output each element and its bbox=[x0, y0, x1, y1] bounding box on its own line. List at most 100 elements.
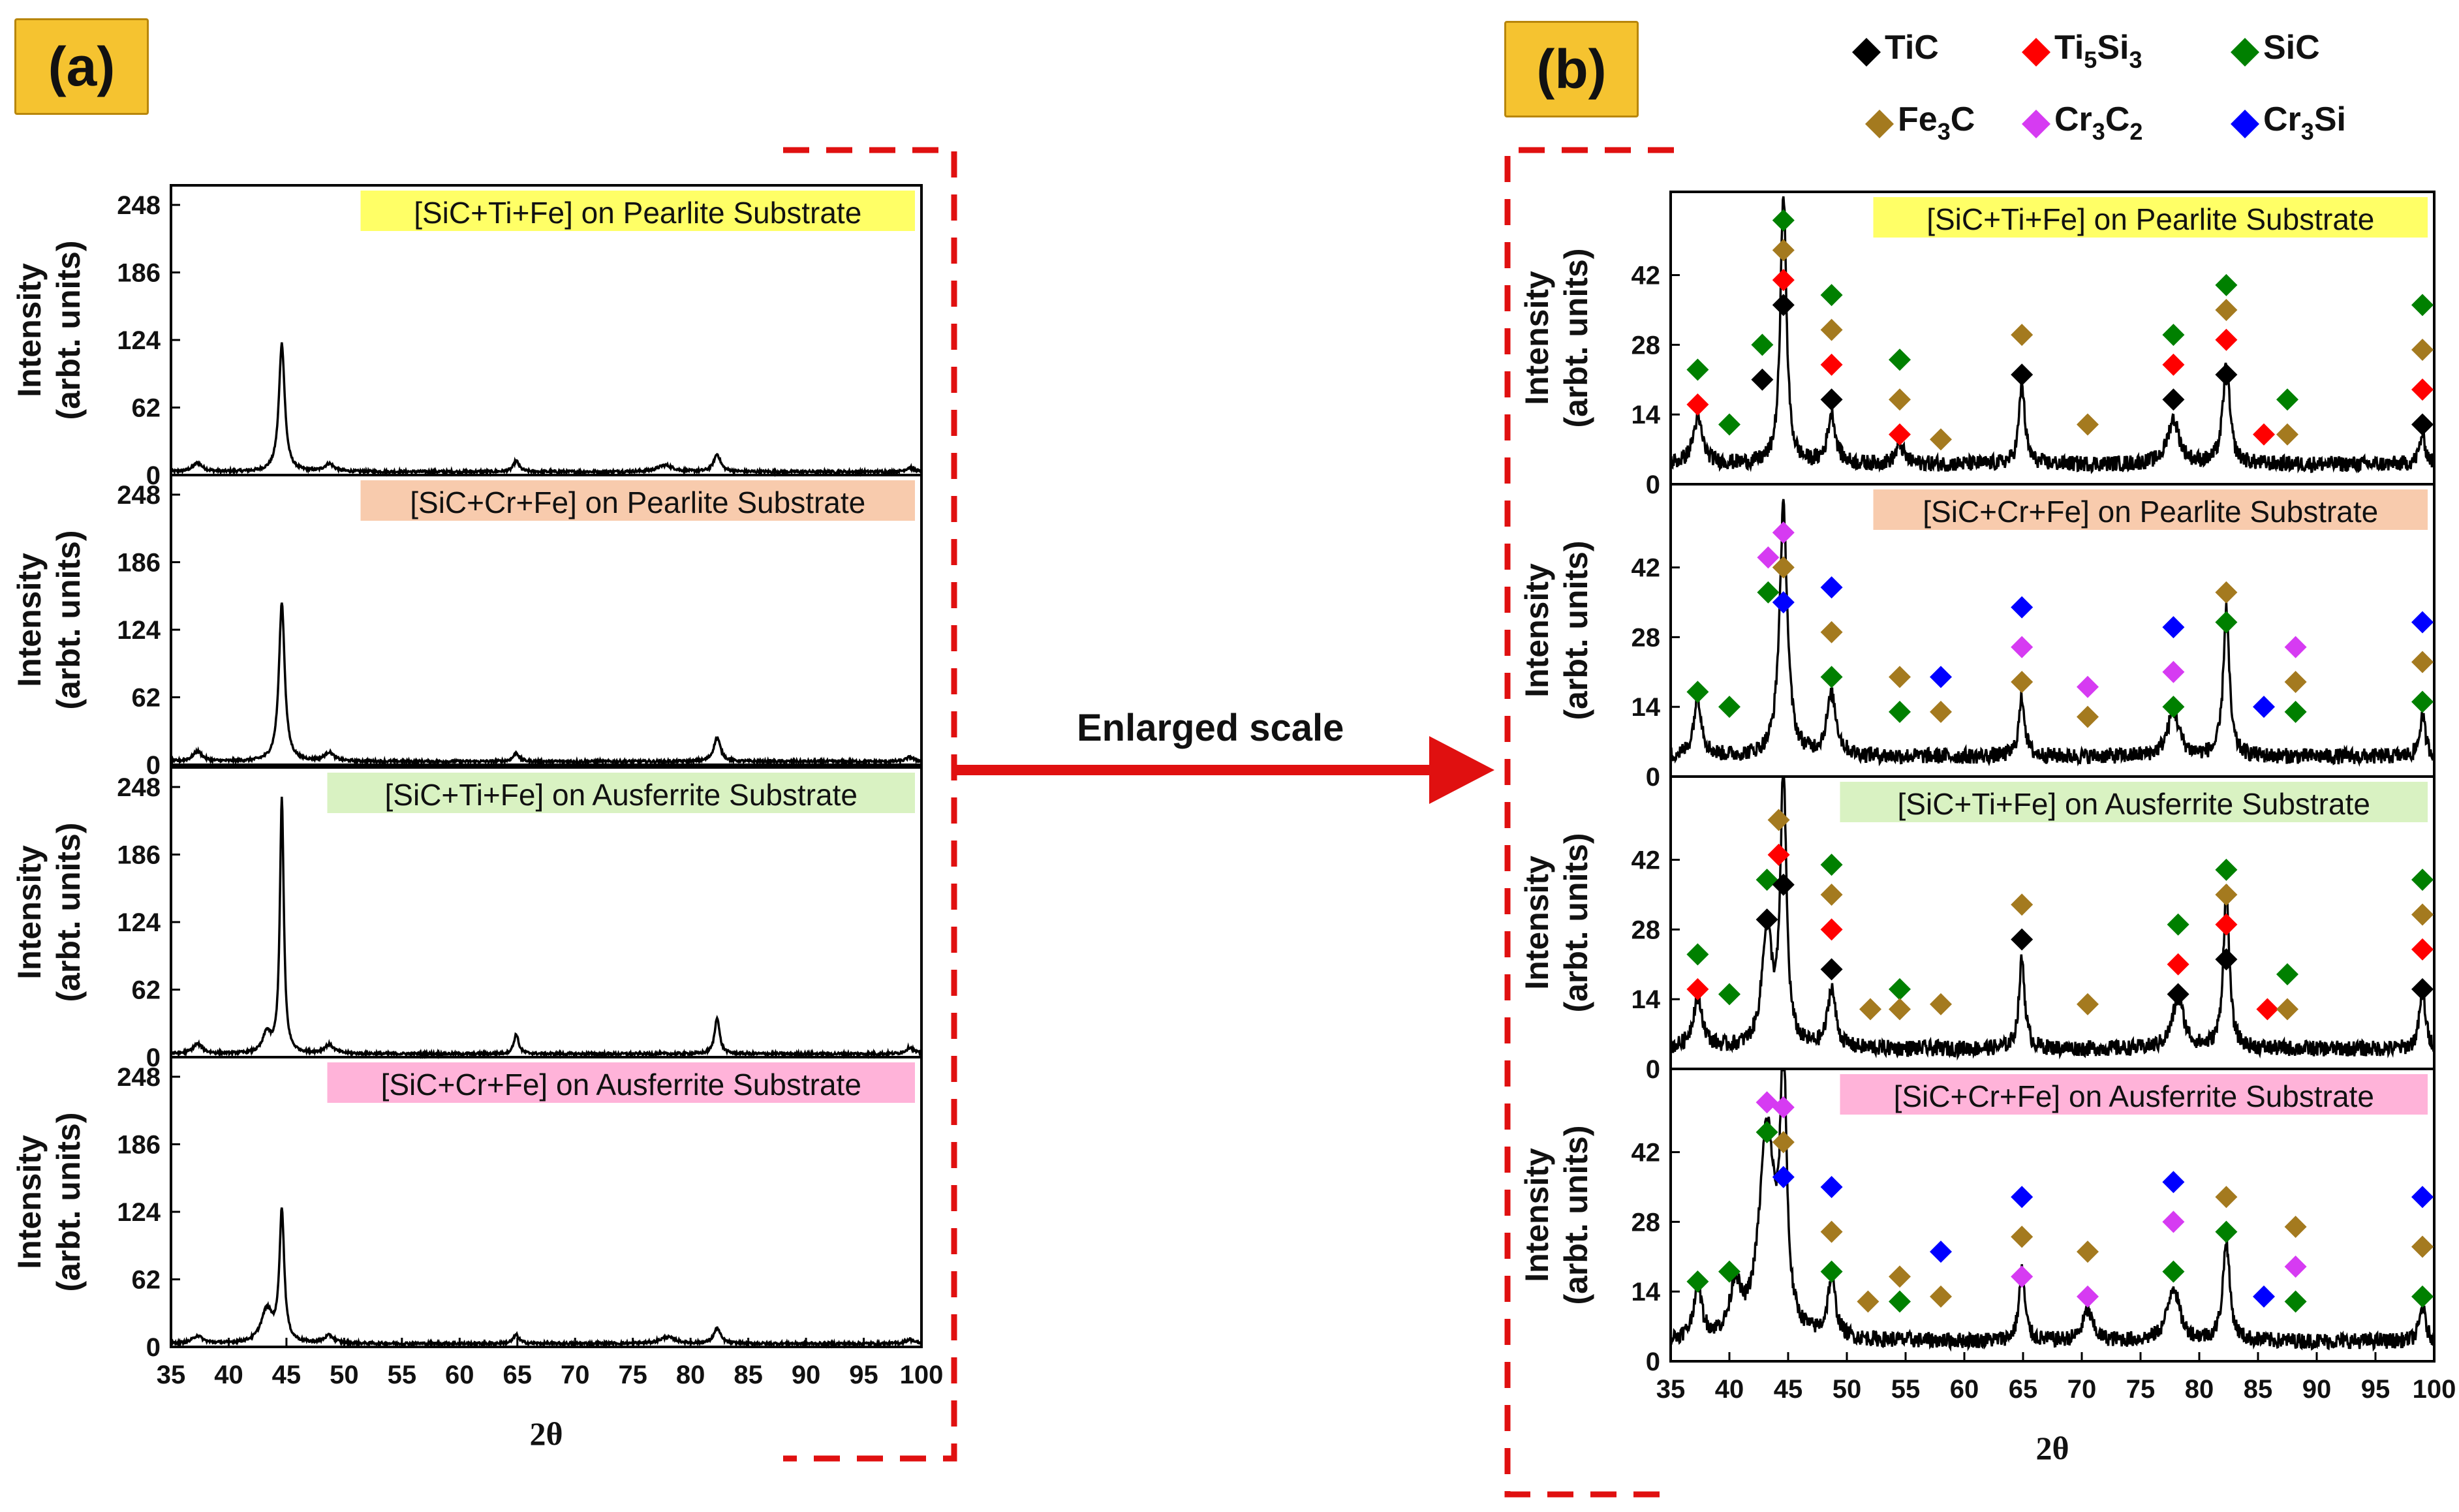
phase-marker-TiC bbox=[2167, 983, 2189, 1006]
phase-marker-SiC bbox=[1820, 854, 1843, 876]
phase-marker-Cr3Si bbox=[2011, 596, 2034, 619]
phase-marker-Fe3C bbox=[2284, 1216, 2307, 1238]
y-tick-label: 186 bbox=[117, 1131, 161, 1160]
x-tick-label: 45 bbox=[1774, 1375, 1803, 1404]
phase-marker-Ti5Si3 bbox=[1686, 978, 1709, 1000]
x-tick-label: 70 bbox=[2067, 1375, 2097, 1404]
panel-b-label: (b) bbox=[1504, 21, 1639, 117]
legend-marker-Fe3C bbox=[1865, 110, 1894, 138]
phase-marker-Fe3C bbox=[1820, 883, 1843, 906]
y-tick-label: 62 bbox=[132, 394, 161, 423]
y-tick-label: 28 bbox=[1632, 916, 1661, 944]
phase-marker-SiC bbox=[2276, 963, 2298, 986]
phase-marker-Cr3Si bbox=[2411, 611, 2434, 634]
legend-marker-Cr3Si bbox=[2231, 110, 2259, 138]
phase-marker-SiC bbox=[1718, 983, 1740, 1006]
y-tick-label: 248 bbox=[117, 481, 161, 510]
phase-marker-Fe3C bbox=[1772, 239, 1795, 262]
phase-marker-Fe3C bbox=[2276, 423, 2298, 446]
y-tick-label: 42 bbox=[1632, 554, 1661, 583]
y-axis-label: Intensity bbox=[11, 845, 48, 980]
phase-marker-Fe3C bbox=[2215, 298, 2238, 321]
x-tick-label: 65 bbox=[2009, 1375, 2038, 1404]
y-axis-label: Intensity bbox=[1519, 563, 1555, 698]
phase-marker-Fe3C bbox=[1889, 998, 1911, 1021]
phase-marker-Fe3C bbox=[2215, 581, 2238, 604]
phase-marker-Fe3C bbox=[1772, 556, 1795, 579]
legend-label: Ti5Si3 bbox=[2054, 29, 2142, 73]
subplot-label: [SiC+Cr+Fe] on Pearlite Substrate bbox=[410, 486, 865, 519]
phase-marker-SiC bbox=[2162, 324, 2185, 347]
phase-marker-Ti5Si3 bbox=[2256, 998, 2279, 1021]
phase-marker-SiC bbox=[2411, 1285, 2434, 1308]
phase-marker-Fe3C bbox=[2284, 671, 2307, 694]
x-tick-label: 80 bbox=[2185, 1375, 2214, 1404]
phase-marker-Cr3Si bbox=[1930, 666, 1952, 688]
phase-marker-SiC bbox=[1820, 1260, 1843, 1283]
x-tick-label: 65 bbox=[503, 1361, 533, 1389]
x-tick-label: 45 bbox=[272, 1361, 302, 1389]
x-tick-label: 95 bbox=[2361, 1375, 2390, 1404]
phase-marker-Ti5Si3 bbox=[1772, 269, 1795, 292]
y-tick-label: 0 bbox=[146, 1333, 161, 1362]
x-tick-label: 100 bbox=[2413, 1375, 2456, 1404]
phase-marker-Ti5Si3 bbox=[1820, 918, 1843, 941]
x-tick-label: 90 bbox=[2302, 1375, 2332, 1404]
subplot-label: [SiC+Ti+Fe] on Ausferrite Substrate bbox=[1898, 787, 2370, 821]
phase-marker-Cr3C2 bbox=[1772, 521, 1795, 544]
phase-marker-SiC bbox=[1889, 978, 1911, 1000]
phase-marker-Fe3C bbox=[1930, 428, 1952, 451]
y-tick-label: 42 bbox=[1632, 846, 1661, 875]
subplot-label: [SiC+Cr+Fe] on Pearlite Substrate bbox=[1923, 495, 2378, 529]
y-tick-label: 14 bbox=[1632, 401, 1661, 429]
arrow-caption: Enlarged scale bbox=[1077, 707, 1344, 749]
phase-marker-Cr3Si bbox=[2162, 616, 2185, 639]
y-tick-label: 28 bbox=[1632, 623, 1661, 652]
phase-marker-Ti5Si3 bbox=[1767, 843, 1790, 866]
phase-marker-Fe3C bbox=[2011, 893, 2034, 916]
phase-marker-SiC bbox=[1755, 1121, 1778, 1144]
phase-marker-SiC bbox=[2411, 294, 2434, 316]
phase-marker-Fe3C bbox=[2215, 883, 2238, 906]
phase-marker-Ti5Si3 bbox=[2411, 378, 2434, 401]
x-tick-label: 95 bbox=[849, 1361, 878, 1389]
phase-marker-Fe3C bbox=[1772, 1131, 1795, 1154]
phase-marker-Fe3C bbox=[2276, 998, 2298, 1021]
y-axis-label: (arbt. units) bbox=[1558, 541, 1594, 720]
y-axis-label: (arbt. units) bbox=[50, 531, 87, 710]
y-axis-label: (arbt. units) bbox=[1558, 833, 1594, 1013]
phase-marker-Fe3C bbox=[2077, 705, 2099, 728]
x-tick-label: 90 bbox=[792, 1361, 821, 1389]
y-tick-label: 248 bbox=[117, 1063, 161, 1092]
legend-label: Fe3C bbox=[1898, 100, 1975, 145]
phase-marker-Cr3Si bbox=[2411, 1186, 2434, 1209]
phase-marker-TiC bbox=[1820, 958, 1843, 981]
x-tick-label: 50 bbox=[330, 1361, 359, 1389]
phase-marker-SiC bbox=[2162, 696, 2185, 718]
phase-marker-Cr3C2 bbox=[2011, 1265, 2034, 1288]
phase-marker-Fe3C bbox=[1889, 388, 1911, 411]
x-tick-label: 35 bbox=[1656, 1375, 1686, 1404]
phase-marker-Fe3C bbox=[2077, 993, 2099, 1015]
phase-marker-Cr3Si bbox=[1772, 1165, 1795, 1188]
phase-marker-Fe3C bbox=[1767, 809, 1790, 831]
xrd-pattern-line bbox=[170, 1207, 923, 1350]
phase-marker-Ti5Si3 bbox=[2162, 353, 2185, 376]
y-tick-label: 248 bbox=[117, 773, 161, 802]
phase-marker-Fe3C bbox=[1857, 1290, 1879, 1313]
phase-marker-SiC bbox=[2162, 1260, 2185, 1283]
phase-marker-Fe3C bbox=[2411, 339, 2434, 361]
phase-marker-Cr3Si bbox=[2011, 1186, 2034, 1209]
phase-marker-Ti5Si3 bbox=[2215, 913, 2238, 936]
xrd-pattern-line bbox=[170, 342, 923, 478]
y-tick-label: 42 bbox=[1632, 1139, 1661, 1167]
phase-marker-Cr3C2 bbox=[2284, 636, 2307, 658]
phase-marker-Cr3C2 bbox=[2077, 675, 2099, 698]
phase-marker-Fe3C bbox=[2077, 413, 2099, 436]
subplot-label: [SiC+Ti+Fe] on Pearlite Substrate bbox=[1926, 202, 2374, 236]
y-tick-label: 124 bbox=[117, 1198, 161, 1227]
phase-marker-Fe3C bbox=[2011, 324, 2034, 347]
xrd-pattern-line bbox=[1669, 1069, 2436, 1352]
y-tick-label: 62 bbox=[132, 1266, 161, 1295]
y-tick-label: 0 bbox=[1646, 1348, 1660, 1376]
